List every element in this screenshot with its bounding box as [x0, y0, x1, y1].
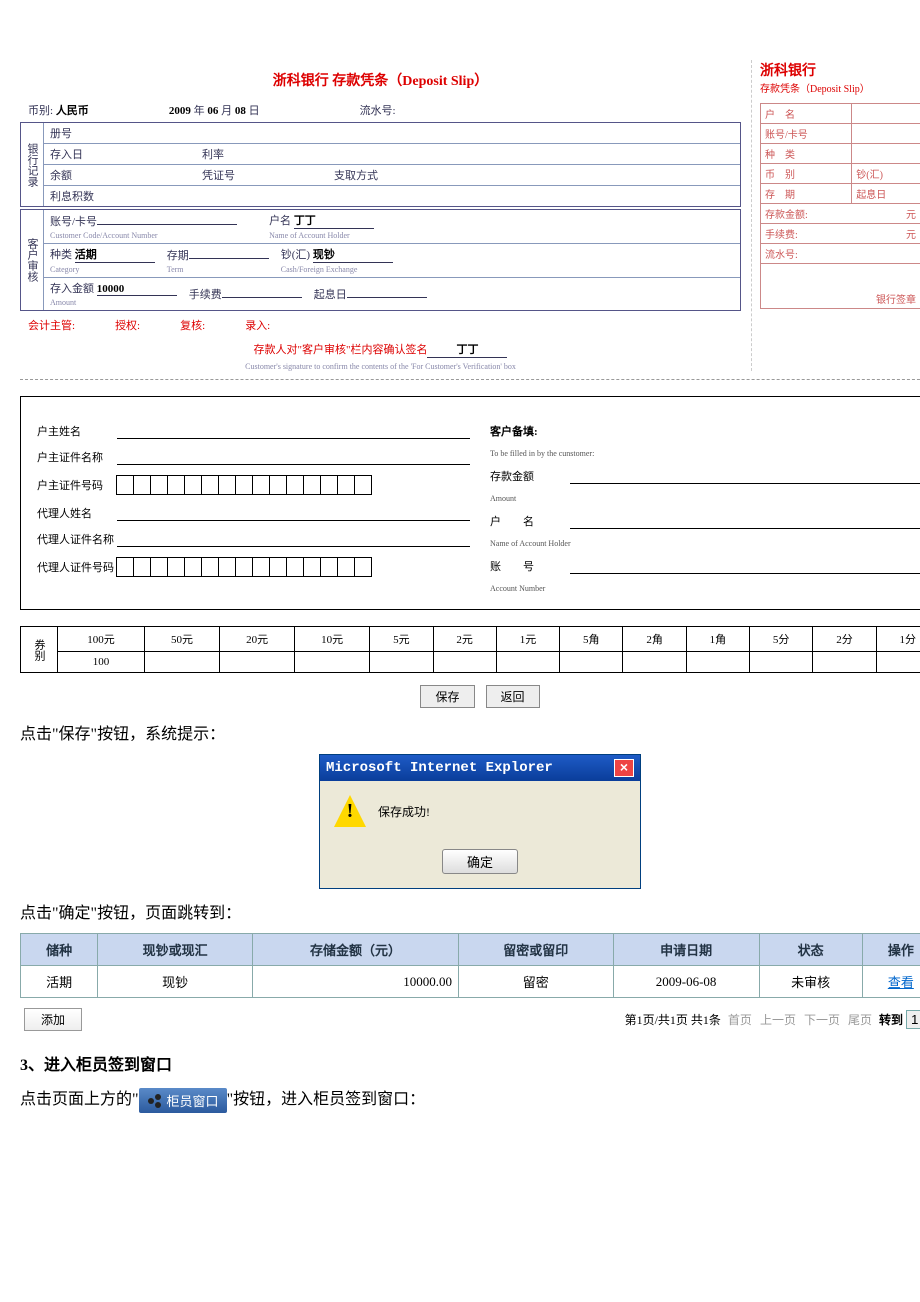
pager: 添加 第1页/共1页 共1条 首页上一页下一页尾页 转到 1: [20, 1004, 920, 1035]
ok-button[interactable]: 确定: [442, 849, 518, 874]
back-button[interactable]: 返回: [486, 685, 540, 708]
dialog-title: Microsoft Internet Explorer: [326, 760, 553, 776]
page-select[interactable]: 1: [906, 1010, 920, 1029]
close-icon[interactable]: ×: [614, 759, 634, 777]
deposit-slip-main: 浙科银行 存款凭条（Deposit Slip） 币别: 人民币 2009 年 0…: [20, 60, 741, 371]
warning-icon: !: [334, 795, 366, 827]
save-button[interactable]: 保存: [420, 685, 474, 708]
denomination-table: 券别 100元50元20元10元5元2元1元5角2角1角5分2分1分 100: [20, 626, 920, 673]
instruction-text-1: 点击"保存"按钮，系统提示：: [20, 720, 920, 744]
table-row: 活期现钞10000.00留密2009-06-08未审核查看: [21, 966, 920, 998]
customer-verify-label: 客户审核: [21, 210, 44, 310]
teller-icon: [147, 1092, 163, 1108]
view-link[interactable]: 查看: [888, 975, 914, 990]
bank-record-label: 银行记录: [21, 123, 44, 206]
dialog-message: 保存成功!: [378, 803, 430, 820]
instruction-text-2: 点击"确定"按钮，页面跳转到：: [20, 899, 920, 923]
slip-title: 浙科银行 存款凭条（Deposit Slip）: [20, 70, 741, 90]
deposit-slip-stub: 浙科银行 存款凭条（Deposit Slip） 户 名 账号/卡号 种 类 币 …: [751, 60, 920, 371]
records-table: 储种现钞或现汇存储金额（元）留密或留印申请日期状态操作 活期现钞10000.00…: [20, 933, 920, 998]
section-3-title: 3、进入柜员签到窗口: [20, 1051, 920, 1075]
alert-dialog: Microsoft Internet Explorer × ! 保存成功! 确定: [319, 754, 641, 889]
instruction-text-3: 点击页面上方的"柜员窗口"按钮，进入柜员签到窗口：: [20, 1085, 920, 1113]
customer-info-form: 户主姓名 户主证件名称 户主证件号码 代理人姓名 代理人证件名称 代理人证件号码…: [20, 396, 920, 610]
teller-window-button[interactable]: 柜员窗口: [139, 1088, 227, 1113]
add-button[interactable]: 添加: [24, 1008, 82, 1031]
